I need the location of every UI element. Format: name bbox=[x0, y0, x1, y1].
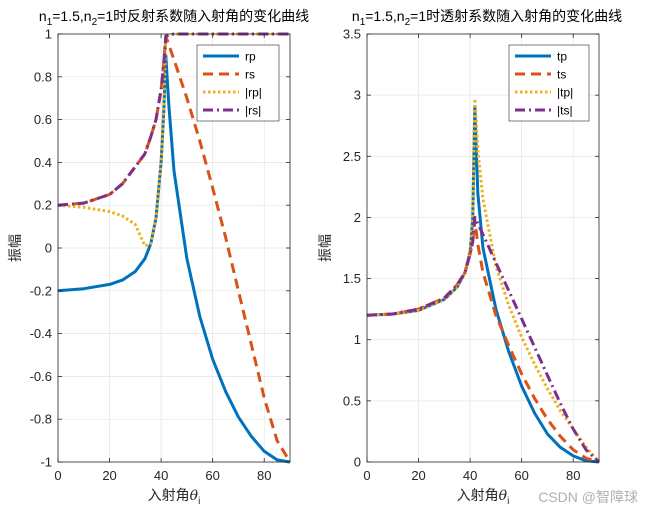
left-y-tick-label: 0.6 bbox=[34, 112, 52, 127]
left-legend-label: rp bbox=[245, 50, 256, 64]
left-y-tick-label: -0.8 bbox=[30, 412, 52, 427]
right-ticks bbox=[366, 33, 599, 463]
left-tick-labels: 0 20 40 60 80 -1 -0.8 -0.6 -0.4 -0.2 0 0.2 0.4 0.6 0.8… bbox=[30, 27, 272, 484]
right-y-tick-label: 0 bbox=[354, 455, 361, 470]
right-x-axis-label: 入射角θi bbox=[457, 487, 510, 507]
right-axes-box bbox=[366, 33, 600, 463]
right-x-tick-label: 0 bbox=[363, 468, 370, 483]
left-plot: 0 20 40 60 80 -1 -0.8 -0.6 -0.4 -0.2 0 0.2 0.4 0.6 0.8… bbox=[7, 8, 309, 507]
left-y-tick-label: 0.4 bbox=[34, 155, 52, 170]
right-x-tick-label: 60 bbox=[514, 468, 528, 483]
left-y-tick-label: 0.2 bbox=[34, 198, 52, 213]
right-y-tick-label: 2 bbox=[354, 210, 361, 225]
right-plot: 0 20 40 60 80 0 0.5 1 1.5 2 2.5 3 3.5 n1=1.5,n2=1时透射… bbox=[317, 8, 622, 507]
right-y-tick-label: 1 bbox=[354, 332, 361, 347]
watermark: CSDN @智障球 bbox=[538, 489, 638, 505]
right-legend-label: |ts| bbox=[557, 104, 573, 118]
right-series-abs-tpabs- bbox=[366, 97, 601, 463]
right-series-abs-tsabs- bbox=[366, 215, 601, 464]
left-y-axis-label: 振幅 bbox=[7, 234, 23, 262]
left-title: n1=1.5,n2=1时反射系数随入射角的变化曲线 bbox=[39, 8, 309, 28]
left-y-tick-label: 1 bbox=[45, 27, 52, 42]
right-y-tick-label: 0.5 bbox=[343, 393, 361, 408]
left-x-tick-label: 80 bbox=[257, 468, 271, 483]
left-x-axis-label: 入射角θi bbox=[148, 487, 201, 507]
right-y-axis-label: 振幅 bbox=[317, 234, 333, 262]
right-y-tick-label: 3.5 bbox=[343, 27, 361, 42]
left-ticks bbox=[57, 33, 290, 463]
left-x-tick-label: 20 bbox=[102, 468, 116, 483]
right-x-tick-label: 20 bbox=[411, 468, 425, 483]
left-y-tick-label: 0.8 bbox=[34, 69, 52, 84]
left-series-abs-rpabs- bbox=[57, 32, 290, 248]
right-tick-labels: 0 20 40 60 80 0 0.5 1 1.5 2 2.5 3 3.5 bbox=[343, 27, 581, 484]
left-legend-label: |rp| bbox=[245, 86, 262, 100]
left-y-tick-label: -0.6 bbox=[30, 369, 52, 384]
right-x-tick-label: 80 bbox=[566, 468, 580, 483]
left-legend-label: rs bbox=[245, 68, 255, 82]
right-legend-label: ts bbox=[557, 68, 566, 82]
left-series-rp bbox=[57, 53, 291, 464]
right-y-tick-label: 2.5 bbox=[343, 149, 361, 164]
right-title: n1=1.5,n2=1时透射系数随入射角的变化曲线 bbox=[352, 8, 622, 28]
left-legend-label: |rs| bbox=[245, 104, 261, 118]
left-y-tick-label: 0 bbox=[45, 241, 52, 256]
left-y-tick-label: -0.2 bbox=[30, 283, 52, 298]
left-x-tick-label: 0 bbox=[54, 468, 61, 483]
left-y-tick-label: -1 bbox=[40, 455, 52, 470]
right-y-tick-label: 1.5 bbox=[343, 271, 361, 286]
right-y-tick-label: 3 bbox=[354, 88, 361, 103]
left-legend: rp rs |rp| |rs| bbox=[196, 44, 280, 122]
right-legend-label: tp bbox=[557, 50, 567, 64]
right-series bbox=[366, 97, 601, 464]
left-x-tick-label: 40 bbox=[154, 468, 168, 483]
left-y-tick-label: -0.4 bbox=[30, 326, 52, 341]
left-x-tick-label: 60 bbox=[205, 468, 219, 483]
right-legend: tp ts |tp| |ts| bbox=[508, 44, 590, 122]
right-legend-label: |tp| bbox=[557, 86, 573, 100]
left-legend-box bbox=[196, 44, 280, 122]
right-legend-box bbox=[508, 44, 590, 122]
right-x-tick-label: 40 bbox=[463, 468, 477, 483]
